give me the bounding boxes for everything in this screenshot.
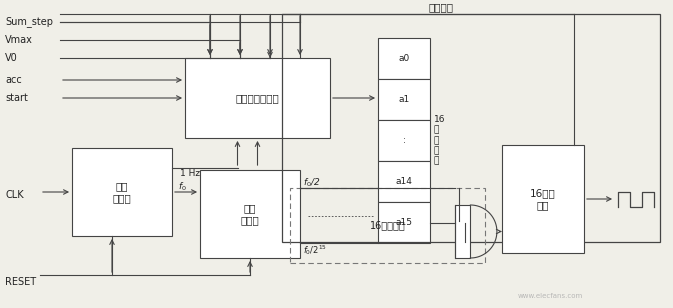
Text: Sum_step: Sum_step (5, 17, 53, 27)
Text: a14: a14 (396, 177, 413, 186)
Text: 16个与逻辑: 16个与逻辑 (369, 221, 405, 230)
Bar (455, 205, 470, 258)
Bar (72, 148, 172, 236)
Text: CLK: CLK (5, 190, 24, 200)
Text: $f_0/2^{15}$: $f_0/2^{15}$ (303, 243, 327, 257)
Bar (185, 58, 330, 138)
Text: 脉冲
发生器: 脉冲 发生器 (241, 203, 259, 225)
Text: a15: a15 (396, 218, 413, 227)
Text: 时钟
发生器: 时钟 发生器 (112, 181, 131, 203)
Text: RESET: RESET (5, 277, 36, 287)
Text: 脉冲速率发生器: 脉冲速率发生器 (236, 93, 279, 103)
Bar (282, 14, 660, 242)
Bar (378, 38, 430, 79)
Bar (290, 188, 485, 263)
Text: start: start (5, 93, 28, 103)
Bar (378, 202, 430, 243)
Bar (378, 161, 430, 202)
Text: V0: V0 (5, 53, 17, 63)
Text: www.elecfans.com: www.elecfans.com (518, 293, 583, 299)
Text: 1 Hz: 1 Hz (180, 169, 200, 179)
Bar (502, 145, 584, 253)
Text: a1: a1 (398, 95, 410, 104)
Bar (378, 120, 430, 161)
Text: $f_0$/2: $f_0$/2 (303, 177, 320, 189)
Text: acc: acc (5, 75, 22, 85)
Bar (200, 170, 300, 258)
Text: 反馈脉冲: 反馈脉冲 (429, 2, 454, 12)
Text: $f_0$: $f_0$ (178, 181, 187, 193)
Text: 16个或
逻辑: 16个或 逻辑 (530, 188, 556, 210)
Text: Vmax: Vmax (5, 35, 33, 45)
Text: a0: a0 (398, 54, 410, 63)
Text: 16
位
寄
存
器: 16 位 寄 存 器 (434, 115, 446, 166)
Text: :: : (402, 136, 405, 145)
Bar (378, 79, 430, 120)
